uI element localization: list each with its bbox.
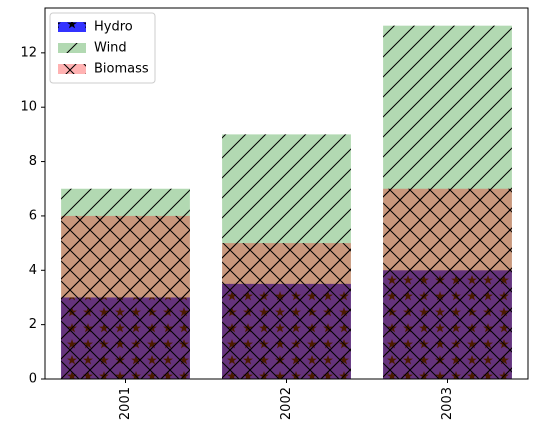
y-tick-label: 2	[29, 317, 37, 332]
y-tick-label: 8	[29, 154, 37, 169]
legend-label: Biomass	[94, 62, 149, 77]
y-tick-label: 6	[29, 208, 37, 223]
legend-label: Wind	[94, 41, 127, 56]
x-tick-label: 2002	[279, 387, 294, 420]
bar-hatch	[383, 188, 512, 379]
y-tick-label: 4	[29, 263, 37, 278]
x-tick-label: 2003	[440, 387, 455, 420]
legend-label: Hydro	[94, 20, 133, 35]
x-tick-label: 2001	[118, 387, 133, 420]
legend-swatch-hatch	[58, 64, 86, 74]
legend-swatch-hatch	[58, 43, 86, 53]
legend-swatch-hatch	[58, 22, 86, 32]
y-tick-label: 0	[29, 372, 37, 387]
bar-hatch	[61, 215, 190, 379]
y-tick-label: 12	[20, 45, 37, 60]
y-tick-label: 10	[20, 100, 37, 115]
bar-hatch	[222, 243, 351, 379]
